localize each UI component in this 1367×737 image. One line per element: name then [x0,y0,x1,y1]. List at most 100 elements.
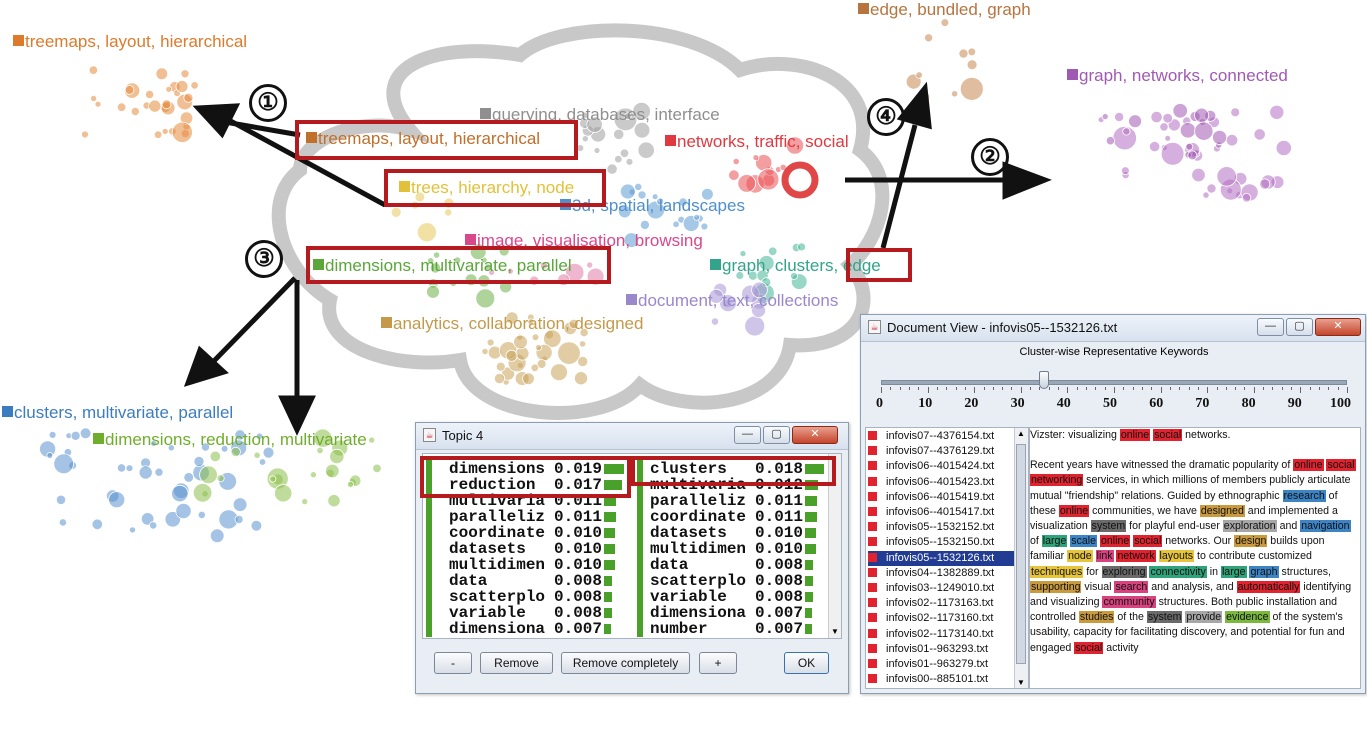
document-dot[interactable] [735,271,745,280]
topic-label-graph-center[interactable]: graph, clusters, edge [710,256,881,276]
keyword-row[interactable]: number 0.007 [624,621,834,637]
close-button[interactable]: ✕ [1315,318,1361,336]
document-dot[interactable] [161,99,172,110]
slider-thumb[interactable] [1039,371,1050,389]
file-list-item[interactable]: infovis04--1382889.txt [868,566,1016,582]
document-dot[interactable] [915,71,923,79]
document-dot[interactable] [274,484,293,503]
file-list-item[interactable]: infovis06--4015417.txt [868,505,1016,521]
document-dot[interactable] [70,430,81,441]
document-dot[interactable] [579,327,589,338]
document-dot[interactable] [153,130,163,139]
document-dot[interactable] [91,518,104,531]
document-dot[interactable] [81,130,89,139]
document-dot[interactable] [154,467,164,477]
document-dot[interactable] [701,187,714,201]
file-list-item[interactable]: infovis03--1249010.txt [868,581,1016,597]
remove-completely-button[interactable]: Remove completely [561,652,690,674]
document-dot[interactable] [150,439,158,447]
keyword-row[interactable]: paralleliz 0.011 [624,493,834,509]
keyword-row[interactable]: reduction 0.017 [423,477,633,493]
document-dot[interactable] [568,318,579,329]
document-dot[interactable] [924,33,934,43]
document-dot[interactable] [578,340,587,348]
document-dot[interactable] [475,288,496,309]
document-dot[interactable] [1105,136,1116,146]
document-dot[interactable] [55,494,67,505]
document-dot[interactable] [700,222,709,231]
document-dot[interactable] [180,69,190,79]
document-dot[interactable] [183,92,194,103]
file-list-item[interactable]: infovis02--1173160.txt [868,611,1016,627]
document-dot[interactable] [1164,134,1172,142]
document-dot[interactable] [484,263,492,271]
document-dot[interactable] [550,363,568,382]
document-dot[interactable] [199,465,218,485]
document-dot[interactable] [531,333,540,342]
document-dot[interactable] [190,81,199,90]
document-dot[interactable] [1101,113,1109,121]
document-dot[interactable] [940,18,950,27]
maximize-button[interactable]: ▢ [763,426,790,444]
document-dot[interactable] [269,475,277,483]
document-dot[interactable] [301,498,309,506]
document-dot[interactable] [751,303,766,318]
document-dot[interactable] [1275,139,1292,157]
document-dot[interactable] [625,157,634,166]
document-dot[interactable] [145,89,155,100]
keyword-row[interactable]: coordinate 0.011 [624,509,834,525]
scroll-down-icon[interactable]: ▼ [831,627,839,636]
document-dot[interactable] [1230,107,1241,118]
document-dot[interactable] [414,191,426,203]
file-list[interactable]: infovis07--4376154.txt infovis07--4376129… [865,427,1029,689]
document-dot[interactable] [732,157,740,166]
document-dot[interactable] [1159,122,1169,132]
document-dot[interactable] [513,334,528,350]
document-dot[interactable] [646,200,665,220]
document-dot[interactable] [234,515,244,525]
document-dot[interactable] [637,190,647,200]
file-list-item[interactable]: infovis05--1532126.txt [868,550,1016,567]
document-dot[interactable] [744,315,766,337]
scroll-thumb[interactable] [1016,444,1026,664]
document-dot[interactable] [624,112,632,120]
file-list-item[interactable]: infovis06--4015419.txt [868,490,1016,506]
document-dot[interactable] [623,232,640,248]
topic-window[interactable]: ☕ Topic 4 — ▢ ✕ dimensions 0.019 reduction… [415,422,849,694]
document-dot[interactable] [165,85,173,93]
document-dot[interactable] [1202,191,1210,199]
topic-label-edge[interactable]: edge, bundled, graph [858,0,1031,20]
document-dot[interactable] [495,361,506,372]
document-dot[interactable] [539,261,549,270]
topic-label-clusters[interactable]: clusters, multivariate, parallel [2,403,233,423]
keyword-row[interactable]: variable 0.008 [423,605,633,621]
document-dot[interactable] [1194,107,1210,123]
document-dot[interactable] [614,154,623,164]
document-dot[interactable] [1187,150,1198,161]
document-dot[interactable] [193,455,205,467]
document-dot[interactable] [1212,129,1228,145]
document-dot[interactable] [325,463,340,479]
document-dot[interactable] [426,284,440,299]
file-list-item[interactable]: infovis05--1532152.txt [868,520,1016,536]
document-dot[interactable] [651,193,659,201]
document-dot[interactable] [200,442,210,452]
document-dot[interactable] [527,318,535,326]
document-dot[interactable] [1172,103,1188,119]
keyword-row[interactable]: data 0.008 [423,573,633,589]
document-dot[interactable] [253,451,261,459]
document-dot[interactable] [1122,127,1131,136]
document-dot[interactable] [557,341,581,365]
document-dot[interactable] [618,204,632,219]
document-dot[interactable] [633,121,651,139]
file-list-item[interactable]: infovis07--4376129.txt [868,444,1016,460]
document-dot[interactable] [522,372,535,386]
document-dot[interactable] [88,65,99,75]
document-dot[interactable] [535,344,542,351]
document-dot[interactable] [1179,122,1197,139]
maximize-button[interactable]: ▢ [1286,318,1313,336]
topic-label-graph[interactable]: graph, networks, connected [1067,66,1288,86]
document-dot[interactable] [586,116,603,133]
document-dot[interactable] [90,95,98,103]
keyword-row[interactable]: dimensiona 0.007 [423,621,633,637]
